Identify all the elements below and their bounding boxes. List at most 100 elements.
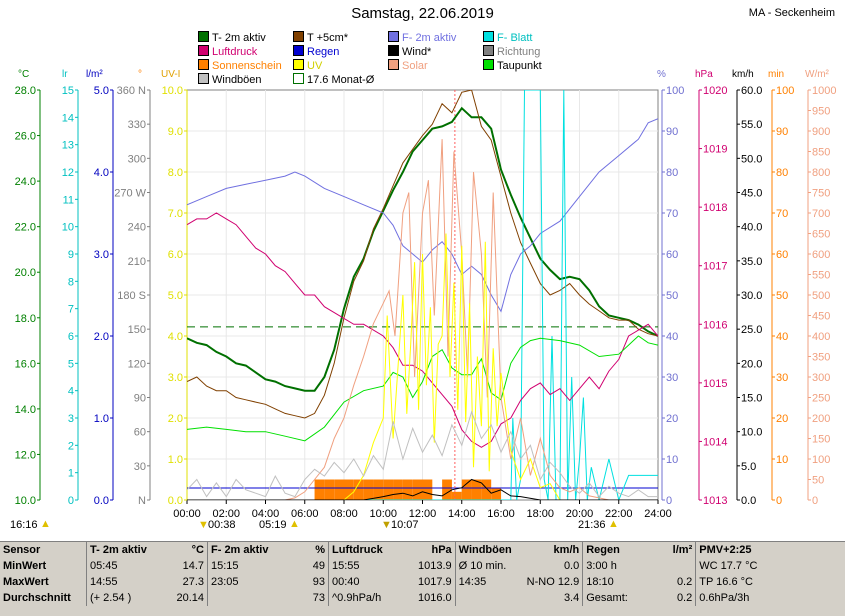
sunshine-bar <box>461 479 472 500</box>
axis-tick-label: 40.0 <box>741 222 762 234</box>
sunshine-bar <box>334 479 344 500</box>
unit-press: hPa <box>695 69 713 80</box>
axis-tick-label: 0 <box>776 495 782 507</box>
stats-cell: 49 <box>312 560 325 572</box>
chart-title: Samstag, 22.06.2019 <box>351 5 494 22</box>
axis-tick-label: 900 <box>812 126 830 138</box>
legend-label: UV <box>307 60 323 72</box>
stats-cell: MinWert <box>3 560 47 572</box>
stats-cell: 00:40 <box>328 574 415 590</box>
unit-rain: l/m² <box>86 69 103 80</box>
axis-tick-label: 50 <box>812 475 824 487</box>
sunshine-bar <box>451 491 462 500</box>
stats-cell: 23:05 <box>207 574 294 590</box>
axis-tick-label: 80 <box>776 167 788 179</box>
legend-fblatt: F- Blatt <box>483 31 532 44</box>
legend-windboeen: Windböen <box>198 73 262 86</box>
legend-label: Sonnenschein <box>212 60 282 72</box>
legend-label: T- 2m aktiv <box>212 32 266 44</box>
axis-tick-label: 40 <box>776 331 788 343</box>
axis-tick-label: 1020 <box>703 85 727 97</box>
series-windb-en <box>187 410 658 498</box>
axis-tick-label: 1018 <box>703 202 727 214</box>
legend-label: F- 2m aktiv <box>402 32 457 44</box>
stats-cell: 93 <box>312 576 325 588</box>
axis-tick-label: 16.0 <box>15 358 36 370</box>
axis-tick-label: 18.0 <box>15 313 36 325</box>
axis-tick-label: 13 <box>62 140 74 152</box>
legend-swatch <box>293 31 304 42</box>
axis-tick-label: 1 <box>68 468 74 480</box>
axis-tick-label: 1015 <box>703 378 727 390</box>
unit-uv: UV-I <box>161 69 181 80</box>
axis-tick-label: 1016 <box>703 319 727 331</box>
sunshine-bar <box>422 479 433 500</box>
stats-cell: 14:35 <box>454 574 524 590</box>
axis-tick-label: 360 N <box>117 85 146 97</box>
axis-tick-label: 100 <box>812 454 830 466</box>
sunshine-bar <box>324 479 335 500</box>
axis-tick-label: 30.0 <box>741 290 762 302</box>
axis-tick-label: 1.0 <box>94 413 109 425</box>
axis-tick-label: 10 <box>62 222 74 234</box>
axis-tick-label: 24.0 <box>15 176 36 188</box>
axis-tick-label: 5.0 <box>168 290 183 302</box>
axis-tick-label: 30 <box>666 372 678 384</box>
unit-temp: °C <box>18 69 30 80</box>
axis-tick-label: 550 <box>812 270 830 282</box>
axis-tick-label: 3.0 <box>168 372 183 384</box>
sun-icon: ▼ <box>198 519 209 531</box>
stats-cell: 15:15 <box>207 558 294 574</box>
axis-tick-label: 800 <box>812 167 830 179</box>
axis-tick-label: 10.0 <box>741 427 762 439</box>
sun-icon: ▲ <box>40 518 51 530</box>
axis-tick-label: 50.0 <box>741 153 762 165</box>
stats-cell: WC 17.7 °C <box>695 558 803 574</box>
sun-start-label: 16:16 <box>10 519 38 531</box>
unit-wind: km/h <box>732 69 754 80</box>
stats-cell: 3.4 <box>563 592 580 604</box>
series-luftdruck <box>187 212 658 448</box>
legend-swatch <box>293 59 304 70</box>
legend-swatch <box>388 59 399 70</box>
stats-row: Durchschnitt (+ 2.54 ) 20.14 73 ^0.9hPa/… <box>0 590 803 606</box>
axis-tick-label: 26.0 <box>15 131 36 143</box>
stats-cell: 0.6hPa/3h <box>695 590 803 606</box>
axis-tick-label: 7 <box>68 304 74 316</box>
axis-tick-label: 90 <box>666 126 678 138</box>
x-tick-label: 02:00 <box>212 508 240 520</box>
sun-time-2: 05:19 <box>259 519 287 531</box>
series-f-2m-aktiv <box>187 118 658 313</box>
axis-tick-label: 5.0 <box>741 461 756 473</box>
sunshine-bar <box>344 479 354 500</box>
axis-tick-label: 850 <box>812 147 830 159</box>
sun-icon: ▲ <box>608 518 619 530</box>
axis-tick-label: 6 <box>68 331 74 343</box>
stats-header: T- 2m aktiv <box>86 542 173 558</box>
axis-tick-label: 12.0 <box>15 449 36 461</box>
sunshine-bar <box>442 479 452 500</box>
axis-tick-label: 4.0 <box>168 331 183 343</box>
axis-tick-label: 150 <box>812 434 830 446</box>
stats-cell: ^0.9hPa/h <box>328 590 415 606</box>
stats-cell: Gesamt: <box>582 590 660 606</box>
stats-row: MaxWert 14:55 27.3 23:05 93 00:40 1017.9… <box>0 574 803 590</box>
axis-tick-label: 4 <box>68 386 74 398</box>
stats-cell: 15:55 <box>328 558 415 574</box>
stats-cell <box>207 590 294 606</box>
sunshine-bar <box>471 479 482 500</box>
x-tick-label: 06:00 <box>291 508 319 520</box>
stats-cell: 0.0 <box>563 560 580 572</box>
legend-t2m: T- 2m aktiv <box>198 31 266 44</box>
axis-tick-label: 300 <box>812 372 830 384</box>
sunshine-bar <box>481 479 492 500</box>
legend-swatch <box>483 45 494 56</box>
x-tick-label: 00:00 <box>173 508 201 520</box>
x-tick-label: 10:00 <box>369 508 397 520</box>
x-tick-label: 04:00 <box>252 508 280 520</box>
legend-luftdruck: Luftdruck <box>198 45 257 58</box>
stats-cell: 3:00 h <box>582 558 660 574</box>
stats-cell: 18:10 <box>582 574 660 590</box>
axis-tick-label: N <box>138 495 146 507</box>
axis-tick-label: 750 <box>812 188 830 200</box>
